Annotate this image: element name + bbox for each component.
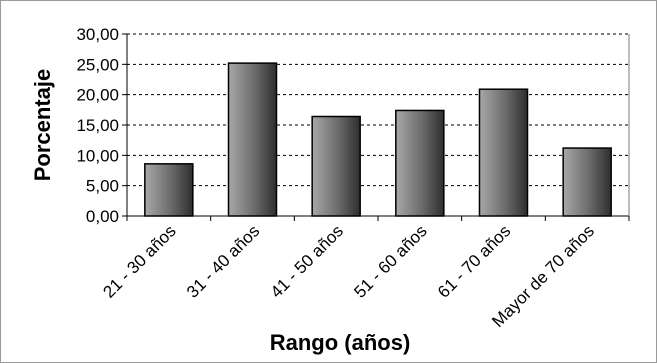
y-tick-label: 20,00 — [76, 86, 119, 105]
x-tick-label: 31 - 40 años — [183, 221, 263, 301]
bar — [478, 88, 529, 217]
bar — [395, 109, 445, 217]
y-tick-label: 30,00 — [76, 25, 119, 44]
x-tick-label: 51 - 60 años — [350, 221, 430, 301]
y-tick-label: 5,00 — [86, 177, 119, 196]
y-tick-label: 25,00 — [76, 55, 119, 74]
bar — [227, 62, 278, 217]
x-tick-labels: 21 - 30 años 31 - 40 años 41 - 50 años 51 -… — [99, 216, 630, 331]
y-tick-label: 10,00 — [76, 146, 119, 165]
bar — [311, 115, 361, 217]
x-tick-label: 21 - 30 años — [99, 221, 179, 301]
y-axis-title: Porcentaje — [30, 69, 55, 182]
y-tick-label: 15,00 — [76, 116, 119, 135]
bar — [562, 147, 612, 217]
y-tick-label: 0,00 — [86, 207, 119, 226]
bar — [144, 163, 194, 217]
x-axis-title: Rango (años) — [270, 330, 411, 355]
gridlines — [127, 33, 629, 187]
y-tick-labels: 0,00 5,00 10,00 15,00 20,00 25,00 30,00 — [76, 25, 127, 226]
x-tick-label: 41 - 50 años — [267, 221, 347, 301]
x-tick-label: 61 - 70 años — [434, 221, 514, 301]
bars — [144, 62, 612, 217]
